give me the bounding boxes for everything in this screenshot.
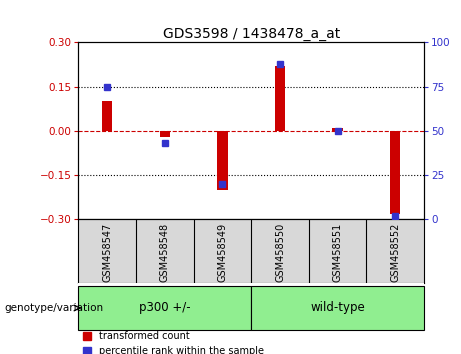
Text: wild-type: wild-type [310,302,365,314]
Text: GSM458549: GSM458549 [218,223,227,282]
Bar [332,128,343,131]
Text: GSM458551: GSM458551 [333,223,343,282]
Bar [78,286,251,330]
Legend: transformed count, percentile rank within the sample: transformed count, percentile rank withi… [83,331,264,354]
Text: GSM458548: GSM458548 [160,223,170,282]
Text: GSM458550: GSM458550 [275,223,285,282]
Bar [251,286,424,330]
Text: GSM458547: GSM458547 [102,223,112,282]
Bar [390,131,401,213]
Text: GSM458552: GSM458552 [390,223,400,282]
Bar [160,131,170,137]
Title: GDS3598 / 1438478_a_at: GDS3598 / 1438478_a_at [163,28,340,41]
Bar [217,131,228,190]
Bar [275,66,285,131]
Bar [102,102,112,131]
Text: p300 +/-: p300 +/- [139,302,190,314]
Text: genotype/variation: genotype/variation [5,303,104,313]
